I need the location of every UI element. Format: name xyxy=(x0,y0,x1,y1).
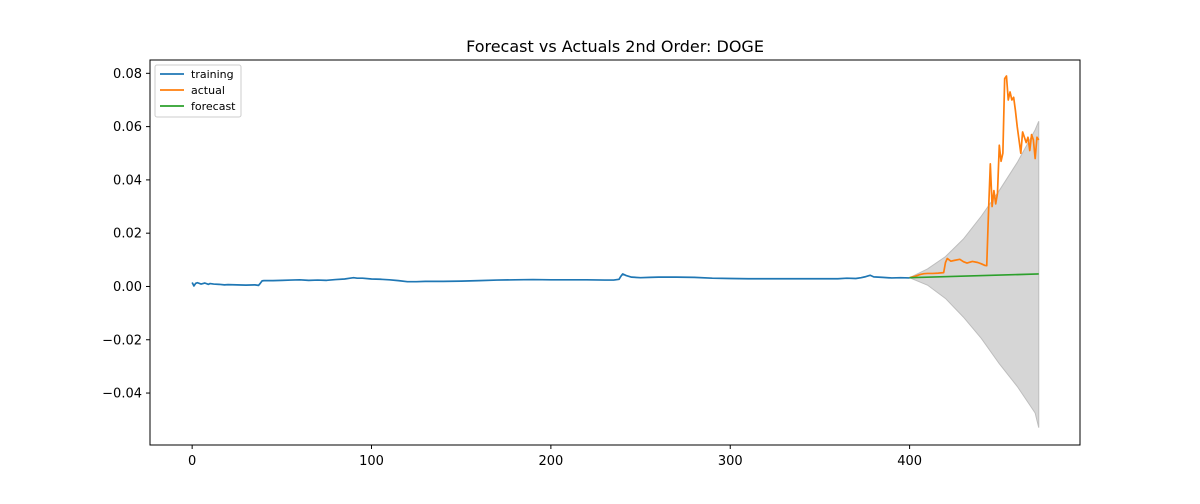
x-tick-label: 200 xyxy=(538,454,563,469)
legend-label-training: training xyxy=(191,68,234,81)
x-tick-label: 0 xyxy=(188,454,196,469)
y-tick-label: −0.04 xyxy=(102,387,142,402)
x-tick-label: 400 xyxy=(897,454,922,469)
series-line-actual xyxy=(909,75,1040,279)
y-tick-label: −0.02 xyxy=(102,333,142,348)
legend-label-forecast: forecast xyxy=(191,100,236,113)
y-tick-label: 0.06 xyxy=(113,120,142,135)
x-tick-label: 300 xyxy=(718,454,743,469)
series-layer xyxy=(191,75,1040,287)
chart-title: Forecast vs Actuals 2nd Order: DOGE xyxy=(466,37,764,56)
y-tick-label: 0.04 xyxy=(113,173,142,188)
y-tick-label: 0.00 xyxy=(113,280,142,295)
y-tick-label: 0.02 xyxy=(113,227,142,242)
y-tick-label: 0.08 xyxy=(113,67,142,82)
legend: training actual forecast xyxy=(154,64,242,118)
plot-area-frame xyxy=(149,59,1081,446)
y-axis: −0.04 −0.02 0.00 0.02 0.04 0.06 0.08 xyxy=(102,67,150,402)
legend-label-actual: actual xyxy=(191,84,225,97)
legend-box xyxy=(154,64,242,118)
x-tick-label: 100 xyxy=(359,454,384,469)
series-line-training xyxy=(191,273,910,287)
x-axis: 0 100 200 300 400 xyxy=(188,445,922,469)
series-line-forecast xyxy=(909,273,1039,279)
